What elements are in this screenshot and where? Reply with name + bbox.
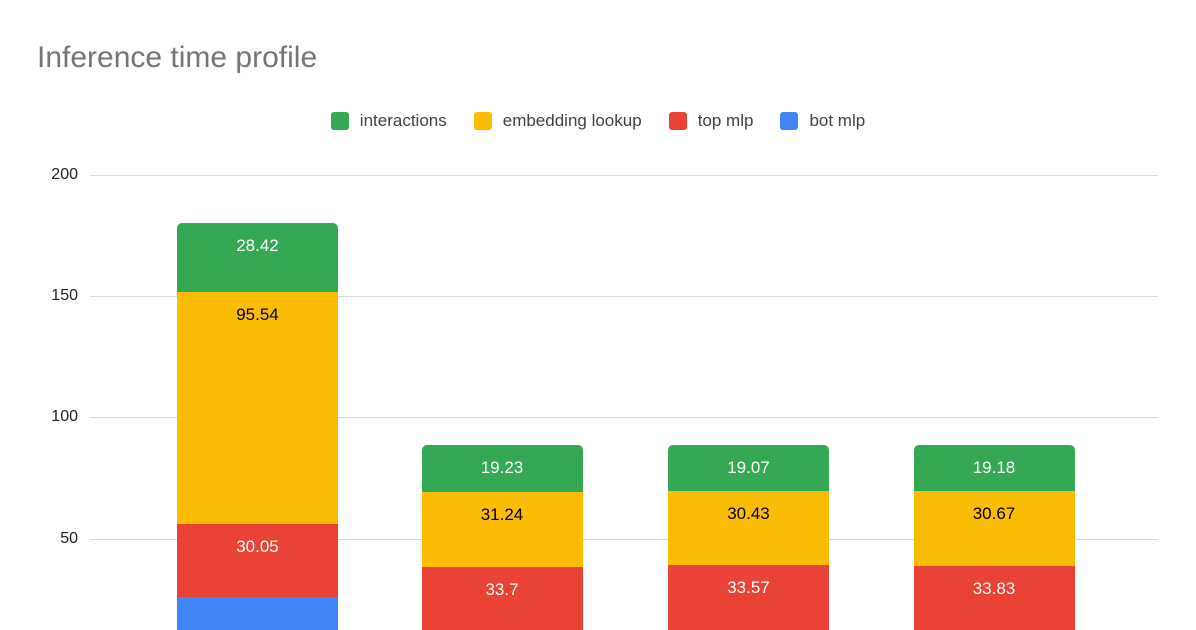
bar-3-value-label-embedding-lookup: 30.43 [727,504,770,524]
legend-label-interactions: interactions [359,111,447,130]
bar-1-segment-top-mlp[interactable] [177,523,338,597]
y-gridline-50 [90,538,1158,540]
bar-3-segment-interactions[interactable] [668,444,829,492]
bar-2-segment-top-mlp[interactable] [421,567,583,630]
y-gridline-150 [90,296,1158,297]
bar-2-value-label-interactions: 19.23 [480,457,524,477]
legend-swatch-embedding-lookup [473,112,492,130]
bar-2-segment-embedding-lookup[interactable] [421,491,583,568]
legend-swatch-interactions [330,112,349,130]
legend-item-embedding-lookup[interactable]: embedding lookup [473,111,642,131]
legend-label-embedding-lookup: embedding lookup [502,111,642,130]
bar-1-segment-embedding-lookup[interactable] [177,291,338,524]
bar-3-segment-top-mlp[interactable] [668,565,829,630]
bar-4-segment-top-mlp[interactable] [913,565,1075,630]
y-tick-label-100: 100 [51,408,78,426]
chart-title: Inference time profile [37,41,318,74]
legend-swatch-top-mlp [668,112,687,130]
bar-3-value-label-top-mlp: 33.57 [727,578,770,597]
bar-4-value-label-embedding-lookup: 30.67 [972,504,1016,524]
bar-2-value-label-embedding-lookup: 31.24 [480,504,524,524]
bar-4-segment-interactions[interactable] [913,444,1075,492]
y-tick-label-200: 200 [51,165,78,183]
y-gridline-200 [90,174,1158,176]
bar-4-value-label-top-mlp: 33.83 [972,578,1016,598]
legend-item-interactions[interactable]: interactions [330,111,447,131]
bar-1-value-label-interactions: 28.42 [236,236,279,255]
legend-label-top-mlp: top mlp [697,111,754,130]
legend-label-bot-mlp: bot mlp [809,111,866,130]
bar-2-value-label-top-mlp: 33.7 [485,580,519,600]
y-tick-label-50: 50 [60,529,78,547]
bar-2-segment-interactions[interactable] [421,444,583,492]
legend-item-bot-mlp[interactable]: bot mlp [780,111,865,131]
bar-1-value-label-embedding-lookup: 95.54 [236,304,279,324]
bar-1-value-label-top-mlp: 30.05 [236,536,279,556]
legend-item-top-mlp[interactable]: top mlp [668,111,754,131]
legend-swatch-bot-mlp [780,112,799,130]
bar-4-value-label-interactions: 19.18 [972,457,1016,477]
bar-1-segment-bot-mlp[interactable] [177,596,338,630]
bar-1-segment-interactions[interactable] [177,223,338,292]
chart-legend: interactions embedding lookup top mlp bot m… [0,111,1196,131]
bar-4-segment-embedding-lookup[interactable] [913,491,1075,566]
bar-3-value-label-interactions: 19.07 [727,457,770,477]
y-gridline-100 [90,417,1158,419]
bar-3-segment-embedding-lookup[interactable] [668,491,829,565]
y-tick-label-150: 150 [51,287,78,304]
